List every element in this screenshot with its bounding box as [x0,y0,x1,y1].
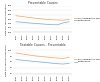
Netherlands [27,60,28,61]
Netherlands [33,23,34,24]
Netherlands [57,24,58,25]
Line: EU (unweighted average) per 100,000: EU (unweighted average) per 100,000 [16,16,69,20]
Netherlands [39,61,40,62]
EU (unweighted average) per 100,000 [62,20,64,21]
Netherlands [39,23,40,24]
Netherlands [57,63,58,64]
Netherlands [51,63,52,64]
Netherlands [62,64,64,65]
EU (unweighted average) per 100,000 [27,17,28,18]
Line: EU (unweighted average) per 100,000: EU (unweighted average) per 100,000 [16,53,69,58]
Netherlands [33,61,34,62]
EU (unweighted average) per 100,000 [51,19,52,20]
Netherlands [68,21,70,22]
EU (unweighted average) per 100,000 [68,57,70,58]
EU (unweighted average) per 100,000 [21,16,22,17]
EU (unweighted average) per 100,000 [15,53,17,54]
EU (unweighted average) per 100,000 [45,56,46,57]
Title: Preventable Causes: Preventable Causes [28,1,57,5]
EU (unweighted average) per 100,000 [51,57,52,58]
EU (unweighted average) per 100,000 [62,58,64,59]
Netherlands [21,60,22,61]
Netherlands [68,63,70,64]
EU (unweighted average) per 100,000 [57,58,58,59]
Title: Treatable Causes - Preventable: Treatable Causes - Preventable [19,43,66,47]
Legend: EU (unweighted average) per 100,000, Netherlands: EU (unweighted average) per 100,000, Net… [74,58,100,63]
EU (unweighted average) per 100,000 [68,19,70,20]
EU (unweighted average) per 100,000 [39,18,40,19]
Netherlands [51,24,52,25]
Legend: EU (unweighted average) per 100,000, Netherlands: EU (unweighted average) per 100,000, Net… [74,17,100,21]
Y-axis label: Rate per 100,000 population: Rate per 100,000 population [6,3,7,35]
Line: Netherlands: Netherlands [16,60,69,64]
Netherlands [15,21,17,22]
EU (unweighted average) per 100,000 [45,19,46,20]
EU (unweighted average) per 100,000 [27,54,28,55]
Netherlands [45,62,46,63]
EU (unweighted average) per 100,000 [33,55,34,56]
Y-axis label: Rate per 100,000 population: Rate per 100,000 population [6,45,7,76]
Netherlands [27,22,28,23]
EU (unweighted average) per 100,000 [39,56,40,57]
Netherlands [45,24,46,25]
Line: Netherlands: Netherlands [16,22,69,25]
EU (unweighted average) per 100,000 [33,17,34,18]
Netherlands [21,22,22,23]
Netherlands [62,22,64,23]
EU (unweighted average) per 100,000 [15,15,17,16]
EU (unweighted average) per 100,000 [21,53,22,54]
Netherlands [15,59,17,60]
